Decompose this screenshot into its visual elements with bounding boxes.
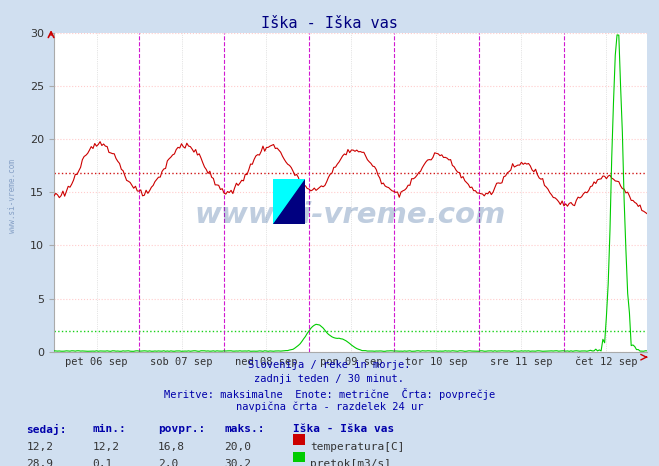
Text: navpična črta - razdelek 24 ur: navpična črta - razdelek 24 ur <box>236 402 423 412</box>
Text: povpr.:: povpr.: <box>158 424 206 434</box>
Text: www.si-vreme.com: www.si-vreme.com <box>8 159 17 233</box>
Text: 28,9: 28,9 <box>26 459 53 466</box>
Text: 0,1: 0,1 <box>92 459 113 466</box>
Text: 30,2: 30,2 <box>224 459 251 466</box>
Polygon shape <box>273 179 305 224</box>
Text: pretok[m3/s]: pretok[m3/s] <box>310 459 391 466</box>
Text: Iška - Iška vas: Iška - Iška vas <box>293 424 395 434</box>
Text: www.si-vreme.com: www.si-vreme.com <box>195 200 506 228</box>
Text: Iška - Iška vas: Iška - Iška vas <box>261 16 398 31</box>
Text: 20,0: 20,0 <box>224 442 251 452</box>
Text: maks.:: maks.: <box>224 424 264 434</box>
Text: sedaj:: sedaj: <box>26 424 67 435</box>
Text: zadnji teden / 30 minut.: zadnji teden / 30 minut. <box>254 374 405 384</box>
Text: 12,2: 12,2 <box>26 442 53 452</box>
Text: 12,2: 12,2 <box>92 442 119 452</box>
Text: 16,8: 16,8 <box>158 442 185 452</box>
Text: min.:: min.: <box>92 424 126 434</box>
Text: temperatura[C]: temperatura[C] <box>310 442 405 452</box>
Text: 2,0: 2,0 <box>158 459 179 466</box>
Polygon shape <box>273 179 305 224</box>
Text: Slovenija / reke in morje.: Slovenija / reke in morje. <box>248 360 411 370</box>
Text: Meritve: maksimalne  Enote: metrične  Črta: povprečje: Meritve: maksimalne Enote: metrične Črta… <box>164 388 495 400</box>
